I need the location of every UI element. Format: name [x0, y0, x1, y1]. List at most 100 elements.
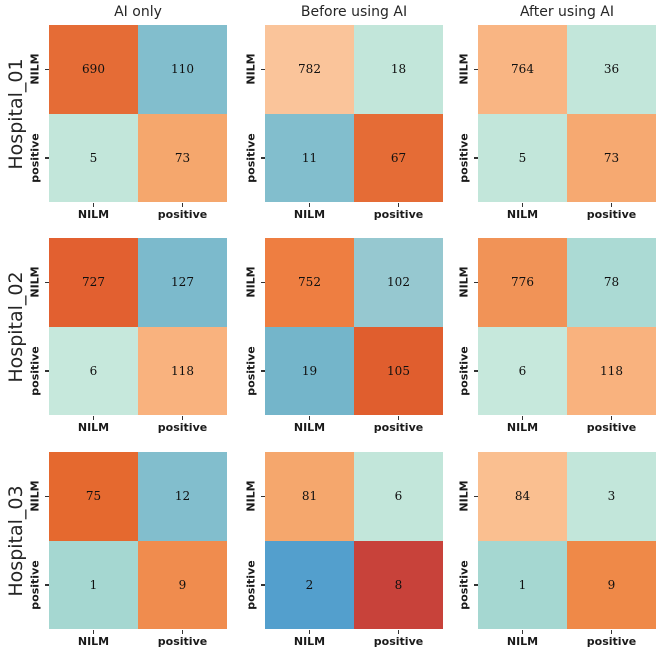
- xtick-label-nilm: NILM: [506, 208, 539, 221]
- cell-positive-positive: 67: [354, 113, 443, 202]
- cell-value: 118: [600, 363, 623, 378]
- ytick-label-nilm: NILM: [244, 53, 258, 85]
- y-tick-mark: [260, 68, 265, 70]
- cell-positive-nilm: 2: [265, 540, 354, 629]
- ytick-label-nilm: NILM: [28, 480, 42, 512]
- cell-value: 6: [89, 363, 98, 378]
- cell-value: 11: [301, 150, 318, 165]
- cell-nilm-nilm: 727: [49, 238, 138, 327]
- cell-value: 19: [301, 363, 318, 378]
- y-tick-mark: [44, 584, 49, 586]
- xtick-label-positive: positive: [373, 635, 424, 648]
- cell-positive-positive: 118: [138, 326, 227, 415]
- ytick-label-nilm: NILM: [457, 53, 471, 85]
- xtick-label-positive: positive: [373, 208, 424, 221]
- xtick-label-nilm: NILM: [77, 421, 110, 434]
- xtick-label-nilm: NILM: [293, 208, 326, 221]
- column-title-before-using-ai: Before using AI: [300, 4, 408, 20]
- cell-value: 5: [89, 150, 98, 165]
- cell-value: 3: [607, 489, 616, 504]
- cell-value: 2: [305, 577, 314, 592]
- cell-positive-positive: 118: [567, 326, 656, 415]
- y-tick-mark: [473, 370, 478, 372]
- cell-nilm-nilm: 776: [478, 238, 567, 327]
- cell-value: 9: [178, 577, 187, 592]
- cell-value: 127: [171, 275, 194, 290]
- x-tick-mark: [610, 203, 613, 207]
- cell-positive-nilm: 19: [265, 326, 354, 415]
- cell-positive-nilm: 5: [478, 113, 567, 202]
- cell-value: 110: [171, 62, 194, 77]
- xtick-label-nilm: NILM: [506, 421, 539, 434]
- y-tick-mark: [44, 68, 49, 70]
- x-tick-mark: [521, 416, 524, 420]
- cell-value: 18: [390, 62, 407, 77]
- matrix-hospital-02-after-using-ai: 776 78 6 118: [478, 238, 656, 415]
- cell-nilm-nilm: 75: [49, 452, 138, 541]
- xtick-label-nilm: NILM: [293, 421, 326, 434]
- matrix-hospital-03-after-using-ai: 84 3 1 9: [478, 452, 656, 629]
- cell-value: 84: [514, 489, 531, 504]
- cell-positive-nilm: 6: [478, 326, 567, 415]
- ytick-label-positive: positive: [244, 133, 258, 183]
- x-tick-mark: [181, 416, 184, 420]
- x-tick-mark: [610, 630, 613, 634]
- ytick-label-nilm: NILM: [457, 480, 471, 512]
- y-tick-mark: [44, 157, 49, 159]
- cell-value: 727: [82, 275, 105, 290]
- y-tick-mark: [473, 584, 478, 586]
- y-tick-mark: [260, 584, 265, 586]
- row-label-hospital-03: Hospital_03: [5, 484, 27, 597]
- cell-nilm-nilm: 782: [265, 25, 354, 114]
- cell-nilm-positive: 102: [354, 238, 443, 327]
- cell-value: 782: [298, 62, 321, 77]
- cell-value: 12: [174, 489, 191, 504]
- cell-nilm-positive: 3: [567, 452, 656, 541]
- cell-value: 8: [394, 577, 403, 592]
- cell-nilm-positive: 110: [138, 25, 227, 114]
- xtick-label-positive: positive: [586, 421, 637, 434]
- x-tick-mark: [610, 416, 613, 420]
- cell-nilm-nilm: 81: [265, 452, 354, 541]
- ytick-label-positive: positive: [457, 133, 471, 183]
- xtick-label-nilm: NILM: [77, 635, 110, 648]
- matrix-hospital-02-before-using-ai: 752 102 19 105: [265, 238, 443, 415]
- matrix-hospital-01-after-using-ai: 764 36 5 73: [478, 25, 656, 202]
- cell-nilm-nilm: 690: [49, 25, 138, 114]
- xtick-label-nilm: NILM: [506, 635, 539, 648]
- cell-value: 78: [603, 275, 620, 290]
- cell-value: 690: [82, 62, 105, 77]
- cell-value: 81: [301, 489, 318, 504]
- cell-positive-positive: 8: [354, 540, 443, 629]
- y-tick-mark: [44, 495, 49, 497]
- cell-positive-nilm: 1: [478, 540, 567, 629]
- cell-nilm-nilm: 764: [478, 25, 567, 114]
- column-title-after-using-ai: After using AI: [519, 4, 615, 20]
- ytick-label-positive: positive: [457, 346, 471, 396]
- cell-nilm-positive: 18: [354, 25, 443, 114]
- cell-value: 102: [387, 275, 410, 290]
- x-tick-mark: [397, 416, 400, 420]
- ytick-label-positive: positive: [28, 560, 42, 610]
- ytick-label-positive: positive: [28, 346, 42, 396]
- cell-nilm-positive: 36: [567, 25, 656, 114]
- row-label-hospital-02: Hospital_02: [5, 270, 27, 383]
- cell-value: 118: [171, 363, 194, 378]
- matrix-hospital-02-ai-only: 727 127 6 118: [49, 238, 227, 415]
- cell-nilm-positive: 12: [138, 452, 227, 541]
- ytick-label-positive: positive: [244, 560, 258, 610]
- x-tick-mark: [397, 203, 400, 207]
- cell-positive-nilm: 1: [49, 540, 138, 629]
- x-tick-mark: [397, 630, 400, 634]
- cell-value: 6: [518, 363, 527, 378]
- matrix-hospital-03-ai-only: 75 12 1 9: [49, 452, 227, 629]
- matrix-hospital-01-before-using-ai: 782 18 11 67: [265, 25, 443, 202]
- cell-nilm-nilm: 84: [478, 452, 567, 541]
- cell-positive-nilm: 5: [49, 113, 138, 202]
- cell-positive-positive: 9: [567, 540, 656, 629]
- xtick-label-positive: positive: [157, 635, 208, 648]
- x-tick-mark: [92, 630, 95, 634]
- ytick-label-nilm: NILM: [244, 480, 258, 512]
- cell-value: 5: [518, 150, 527, 165]
